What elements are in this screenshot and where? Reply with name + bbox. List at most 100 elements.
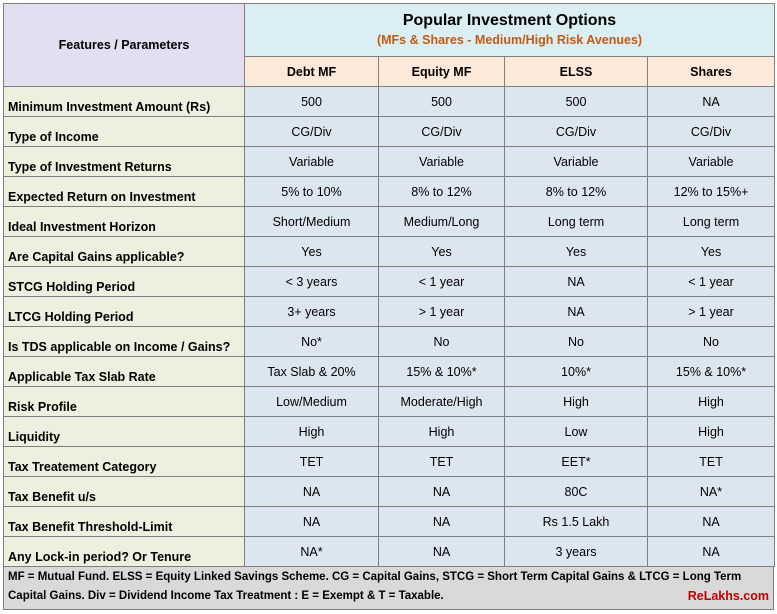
table-cell: NA xyxy=(646,536,776,567)
table-subtitle: (MFs & Shares - Medium/High Risk Avenues… xyxy=(376,33,643,47)
row-label: Ideal Investment Horizon xyxy=(3,206,245,237)
row-label: Tax Benefit u/s xyxy=(3,476,245,507)
table-cell: 500 xyxy=(244,86,379,117)
table-cell: TET xyxy=(646,446,776,477)
table-cell: Variable xyxy=(646,146,776,177)
table-cell: < 3 years xyxy=(244,266,379,297)
table-cell: TET xyxy=(378,446,505,477)
row-label: Type of Income xyxy=(3,116,245,147)
table-cell: NA xyxy=(646,506,776,537)
column-header-elss: ELSS xyxy=(504,56,648,87)
table-cell: CG/Div xyxy=(646,116,776,147)
table-row: STCG Holding Period < 3 years < 1 year NA < … xyxy=(3,266,776,297)
table-cell: < 1 year xyxy=(646,266,776,297)
table-row: Are Capital Gains applicable? Yes Yes Yes Ye… xyxy=(3,236,776,267)
row-label: Any Lock-in period? Or Tenure xyxy=(3,536,245,567)
row-label: LTCG Holding Period xyxy=(3,296,245,327)
table-cell: Yes xyxy=(646,236,776,267)
row-label: Expected Return on Investment xyxy=(3,176,245,207)
table-cell: NA xyxy=(378,536,505,567)
table-cell: > 1 year xyxy=(646,296,776,327)
table-cell: < 1 year xyxy=(378,266,505,297)
table-cell: 500 xyxy=(378,86,505,117)
table-row: Type of Investment Returns Variable Variab… xyxy=(3,146,776,177)
table-cell: Short/Medium xyxy=(244,206,379,237)
table-row: Tax Benefit u/s NA NA 80C NA* xyxy=(3,476,776,507)
table-cell: CG/Div xyxy=(378,116,505,147)
table-row: Minimum Investment Amount (Rs) 500 500 500 N… xyxy=(3,86,776,117)
table-row: Type of Income CG/Div CG/Div CG/Div CG/Div xyxy=(3,116,776,147)
footer-note: MF = Mutual Fund. ELSS = Equity Linked S… xyxy=(8,571,742,602)
table-cell: Medium/Long xyxy=(378,206,505,237)
table-cell: NA xyxy=(378,476,505,507)
table-cell: 15% & 10%* xyxy=(378,356,505,387)
investment-options-table: Features / Parameters Popular Investment… xyxy=(3,3,776,567)
row-label: Risk Profile xyxy=(3,386,245,417)
table-cell: High xyxy=(378,416,505,447)
table-cell: 5% to 10% xyxy=(244,176,379,207)
table-cell: CG/Div xyxy=(504,116,648,147)
table-cell: NA xyxy=(504,266,648,297)
table-cell: > 1 year xyxy=(378,296,505,327)
table-cell: 3 years xyxy=(504,536,648,567)
table-cell: Long term xyxy=(646,206,776,237)
column-header-debt-mf: Debt MF xyxy=(244,56,379,87)
table-row: Applicable Tax Slab Rate Tax Slab & 20% 15… xyxy=(3,356,776,387)
row-label: Applicable Tax Slab Rate xyxy=(3,356,245,387)
table-row: Liquidity High High Low High xyxy=(3,416,776,447)
table-cell: NA* xyxy=(646,476,776,507)
table-row: Tax Benefit Threshold-Limit NA NA Rs 1.5 La… xyxy=(3,506,776,537)
table-cell: 80C xyxy=(504,476,648,507)
table-cell: Variable xyxy=(244,146,379,177)
table-cell: 15% & 10%* xyxy=(646,356,776,387)
table-row: LTCG Holding Period 3+ years > 1 year NA > 1… xyxy=(3,296,776,327)
table-cell: Variable xyxy=(504,146,648,177)
table-row: Any Lock-in period? Or Tenure NA* NA 3 year… xyxy=(3,536,776,567)
table-title: Popular Investment Options xyxy=(402,12,617,29)
table-cell: 8% to 12% xyxy=(378,176,505,207)
column-header-equity-mf: Equity MF xyxy=(378,56,505,87)
table-cell: NA xyxy=(244,476,379,507)
table-cell: High xyxy=(244,416,379,447)
table-cell: Low/Medium xyxy=(244,386,379,417)
table-cell: Yes xyxy=(244,236,379,267)
table-cell: NA xyxy=(378,506,505,537)
table-cell: Low xyxy=(504,416,648,447)
table-row: Risk Profile Low/Medium Moderate/High High H… xyxy=(3,386,776,417)
table-cell: Yes xyxy=(378,236,505,267)
row-label: Tax Benefit Threshold-Limit xyxy=(3,506,245,537)
table-cell: High xyxy=(646,386,776,417)
table-cell: Variable xyxy=(378,146,505,177)
row-label: Liquidity xyxy=(3,416,245,447)
table-cell: No xyxy=(504,326,648,357)
row-label: Minimum Investment Amount (Rs) xyxy=(3,86,245,117)
table-cell: NA xyxy=(504,296,648,327)
table-cell: Moderate/High xyxy=(378,386,505,417)
table-cell: EET* xyxy=(504,446,648,477)
table-cell: 3+ years xyxy=(244,296,379,327)
table-cell: 8% to 12% xyxy=(504,176,648,207)
table-cell: CG/Div xyxy=(244,116,379,147)
row-label: STCG Holding Period xyxy=(3,266,245,297)
column-header-shares: Shares xyxy=(646,56,776,87)
table-cell: TET xyxy=(244,446,379,477)
table-cell: Tax Slab & 20% xyxy=(244,356,379,387)
table-row: Expected Return on Investment 5% to 10% 8%… xyxy=(3,176,776,207)
table-cell: 10%* xyxy=(504,356,648,387)
table-cell: High xyxy=(646,416,776,447)
brand-name: ReLakhs.com xyxy=(687,589,769,603)
row-label: Is TDS applicable on Income / Gains? xyxy=(3,326,245,357)
table-cell: Yes xyxy=(504,236,648,267)
table-cell: High xyxy=(504,386,648,417)
table-cell: No* xyxy=(244,326,379,357)
table-cell: 500 xyxy=(504,86,648,117)
table-row: Is TDS applicable on Income / Gains? No* N… xyxy=(3,326,776,357)
table-cell: NA* xyxy=(244,536,379,567)
table-cell: No xyxy=(646,326,776,357)
table-cell: NA xyxy=(244,506,379,537)
table-row: Tax Treatement Category TET TET EET* TET xyxy=(3,446,776,477)
row-label: Are Capital Gains applicable? xyxy=(3,236,245,267)
row-label: Type of Investment Returns xyxy=(3,146,245,177)
row-label: Tax Treatement Category xyxy=(3,446,245,477)
footer-note-container: MF = Mutual Fund. ELSS = Equity Linked S… xyxy=(3,566,774,610)
